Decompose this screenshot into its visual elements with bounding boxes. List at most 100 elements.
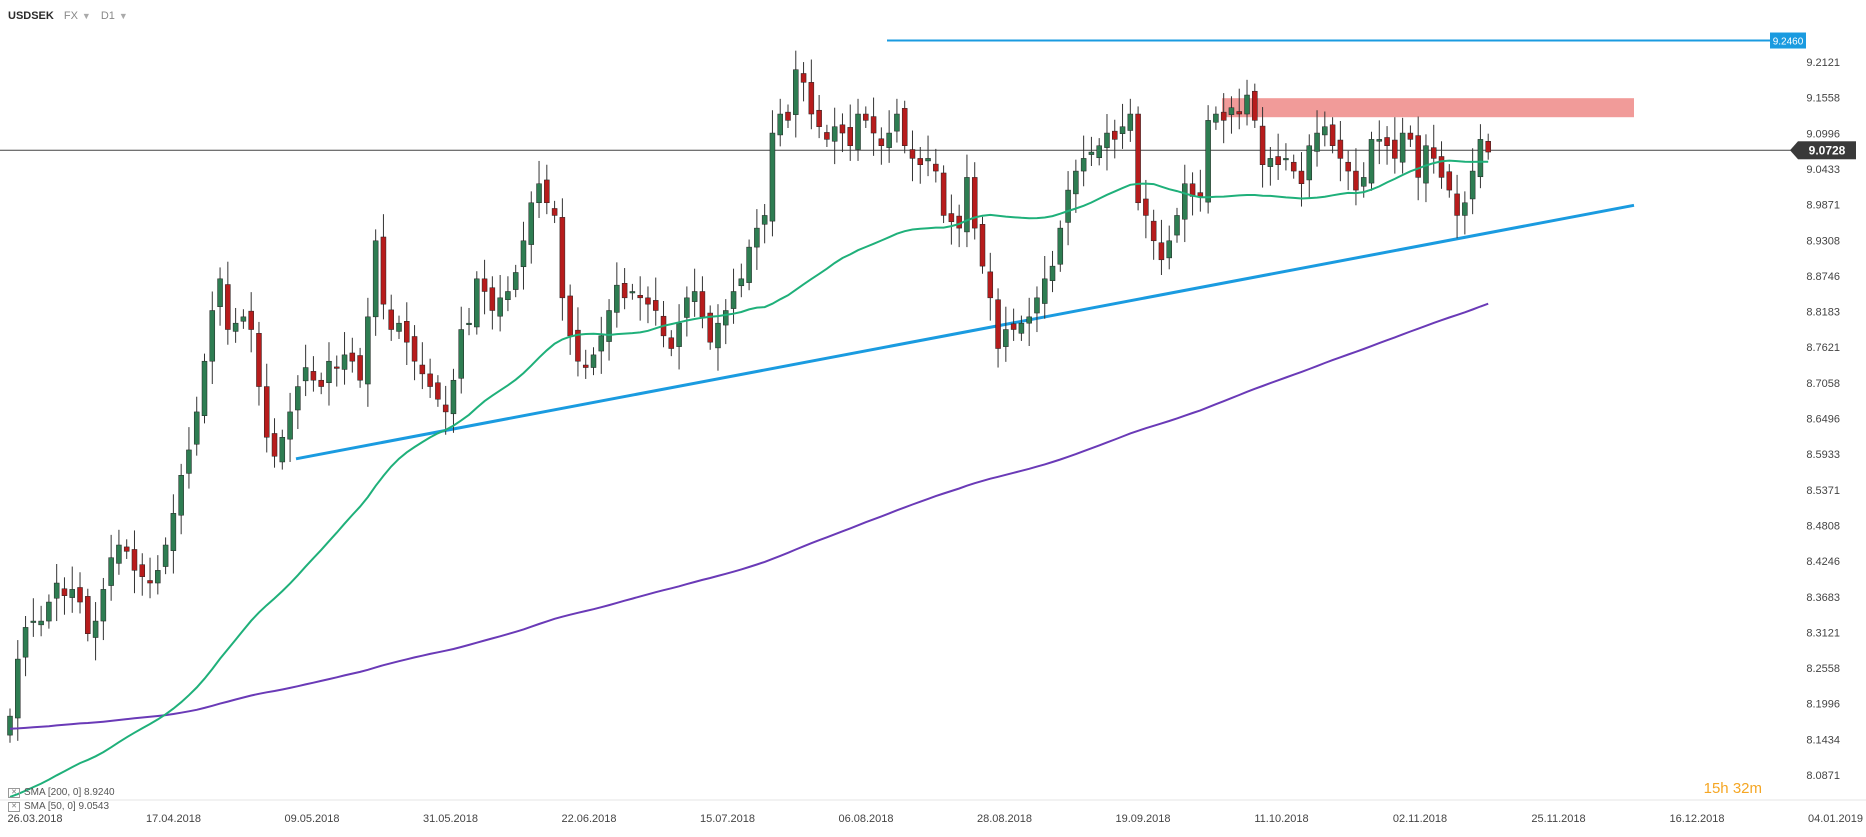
candle <box>380 214 387 320</box>
y-tick-label: 8.0871 <box>1806 770 1840 782</box>
candle <box>559 198 566 321</box>
candle <box>1182 164 1188 243</box>
candle <box>427 358 433 398</box>
resistance-label: 9.2460 <box>1773 37 1804 48</box>
candle-body-down <box>1337 139 1344 159</box>
candle-body-up <box>341 354 348 370</box>
candle-body-down <box>785 111 791 121</box>
candle <box>7 708 13 743</box>
candle-body-down <box>637 295 643 299</box>
candle-body-up <box>1003 329 1009 347</box>
candle <box>419 342 426 390</box>
candle <box>92 602 99 661</box>
sma50-legend[interactable]: ✕ SMA [50, 0] 9.0543 <box>8 801 109 812</box>
candle-body-up <box>1080 158 1087 172</box>
candle <box>458 306 464 394</box>
candle-body-down <box>567 295 573 337</box>
candle <box>178 463 184 535</box>
candle <box>15 640 21 741</box>
interval-selector[interactable]: D1 ▼ <box>101 10 128 22</box>
candle-body-up <box>450 379 457 415</box>
candle <box>310 356 317 392</box>
candle-body-down <box>878 138 885 146</box>
candle-body-up <box>614 284 620 313</box>
candle <box>668 330 675 357</box>
candle <box>1034 286 1040 333</box>
interval-label: D1 <box>100 10 115 22</box>
candle-body-down <box>1407 132 1414 140</box>
candle <box>69 566 75 613</box>
candle-body-up <box>53 582 60 599</box>
candle <box>357 347 363 388</box>
candle <box>691 268 698 317</box>
candle <box>715 304 721 371</box>
candle <box>894 98 900 143</box>
x-tick-label: 19.09.2018 <box>1115 813 1170 825</box>
candle <box>1322 111 1328 147</box>
y-tick-label: 8.1996 <box>1806 699 1840 711</box>
candle-body-down <box>909 149 916 159</box>
candle <box>295 375 301 430</box>
market-selector[interactable]: FX ▼ <box>64 10 91 22</box>
candle <box>621 268 628 310</box>
candle <box>1384 126 1390 165</box>
candle-body-down <box>621 283 628 299</box>
candle <box>995 288 1001 368</box>
x-tick-label: 22.06.2018 <box>561 813 616 825</box>
candle <box>925 135 931 177</box>
candle-body-up <box>793 69 799 115</box>
candle <box>1290 154 1297 179</box>
symbol-label[interactable]: USDSEK <box>8 10 54 22</box>
candle-body-up <box>1096 145 1102 159</box>
candle-body-up <box>116 544 122 564</box>
candle <box>1041 255 1048 319</box>
candle <box>287 392 293 462</box>
indicator-settings-icon[interactable]: ✕ <box>8 787 20 798</box>
candle-body-up <box>684 297 690 318</box>
candle-body-down <box>131 549 138 571</box>
candle <box>1329 117 1336 154</box>
sma200-legend[interactable]: ✕ SMA [200, 0] 8.9240 <box>8 787 115 798</box>
candle-body-up <box>590 354 597 368</box>
candle <box>614 262 620 328</box>
candle-body-down <box>699 291 706 318</box>
candle <box>1446 164 1453 198</box>
candle <box>948 194 955 245</box>
candle-body-down <box>847 127 853 146</box>
candle-body-down <box>318 379 324 387</box>
candle-body-up <box>1477 139 1484 178</box>
candle-body-down <box>1353 170 1359 191</box>
candle-body-down <box>334 366 340 369</box>
candle-countdown-timer: 15h 32m <box>1703 780 1762 797</box>
candle <box>30 598 37 637</box>
candle-body-up <box>240 316 247 322</box>
x-tick-label: 31.05.2018 <box>423 813 478 825</box>
candle <box>1438 141 1445 189</box>
candle <box>248 292 254 353</box>
x-tick-label: 16.12.2018 <box>1669 813 1724 825</box>
candle-body-up <box>326 360 332 384</box>
candle <box>1469 148 1476 215</box>
candle-body-down <box>1384 137 1390 146</box>
candle-body-up <box>746 246 752 283</box>
candle-body-up <box>964 177 970 233</box>
candle <box>1345 150 1351 191</box>
candle-body-up <box>1049 265 1056 281</box>
indicator-settings-icon[interactable]: ✕ <box>8 801 20 812</box>
x-tick-label: 15.07.2018 <box>700 813 755 825</box>
resistance-zone <box>1222 98 1634 118</box>
candle <box>1189 172 1196 216</box>
y-tick-label: 8.7621 <box>1806 342 1840 354</box>
candle <box>1220 93 1227 144</box>
candle <box>878 127 885 165</box>
candle <box>544 164 550 215</box>
x-tick-label: 02.11.2018 <box>1393 813 1447 825</box>
candle-body-up <box>629 291 636 294</box>
candle-body-down <box>1485 141 1491 153</box>
market-label: FX <box>63 10 78 22</box>
candle-body-up <box>886 132 892 148</box>
candle-body-up <box>691 291 698 302</box>
candle <box>155 555 161 595</box>
candle <box>1096 138 1102 166</box>
